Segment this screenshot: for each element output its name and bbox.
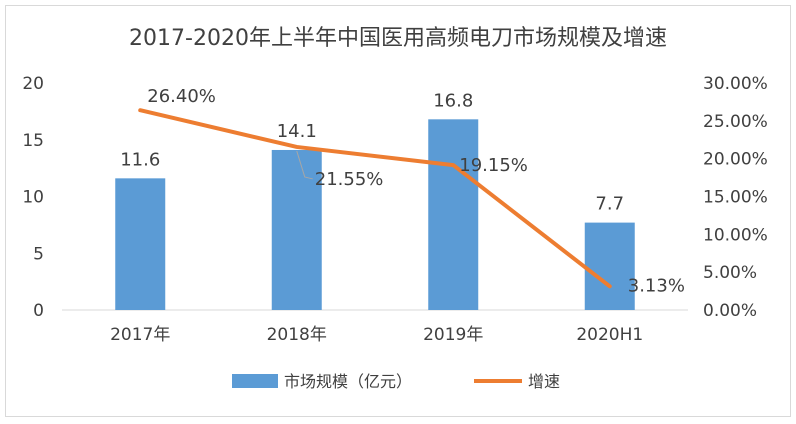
bar (115, 178, 166, 310)
x-tick-label: 2018年 (267, 325, 327, 345)
bar (271, 149, 322, 310)
right-tick-label: 10.00% (703, 225, 768, 245)
right-tick-label: 0.00% (703, 301, 757, 321)
bar-value-label: 14.1 (277, 121, 317, 142)
legend: 市场规模（亿元） 增速 (232, 372, 560, 391)
x-axis-labels: 2017年 2018年 2019年 2020H1 (110, 325, 643, 345)
growth-line (138, 108, 612, 289)
line-value-label: 3.13% (628, 275, 685, 296)
x-tick-label: 2020H1 (576, 325, 643, 345)
line-series (138, 108, 612, 289)
right-tick-label: 30.00% (703, 74, 768, 94)
line-value-label: 26.40% (147, 86, 216, 107)
left-tick-label: 5 (33, 244, 44, 264)
right-axis: 0.00% 5.00% 10.00% 15.00% 20.00% 25.00% 30.00% (703, 74, 768, 321)
left-tick-label: 15 (22, 131, 44, 151)
left-tick-label: 0 (33, 301, 44, 321)
line-data-labels: 26.40% 21.55% 19.15% 3.13% (147, 86, 685, 296)
right-tick-label: 25.00% (703, 112, 768, 132)
bar-value-label: 7.7 (595, 194, 624, 215)
bar-series (115, 119, 635, 310)
x-tick-label: 2017年 (110, 325, 170, 345)
legend-bar-swatch (232, 374, 278, 388)
right-tick-label: 5.00% (703, 263, 757, 283)
line-value-label: 21.55% (315, 169, 384, 190)
left-axis: 0 5 10 15 20 (22, 74, 44, 321)
bar (584, 222, 635, 310)
bar-value-label: 16.8 (433, 90, 473, 111)
left-tick-label: 10 (22, 188, 44, 208)
chart-title: 2017-2020年上半年中国医用高频电刀市场规模及增速 (129, 26, 667, 51)
label-leader-line (296, 150, 313, 180)
right-tick-label: 15.00% (703, 188, 768, 208)
legend-line-label: 增速 (528, 372, 560, 391)
bar (428, 119, 479, 310)
line-value-label: 19.15% (459, 155, 528, 176)
right-tick-label: 20.00% (703, 150, 768, 170)
legend-bar-label: 市场规模（亿元） (284, 372, 412, 391)
left-tick-label: 20 (22, 74, 44, 94)
x-tick-label: 2019年 (423, 325, 483, 345)
bar-data-labels: 11.6 14.1 16.8 7.7 (120, 90, 624, 214)
bar-value-label: 11.6 (120, 149, 160, 170)
